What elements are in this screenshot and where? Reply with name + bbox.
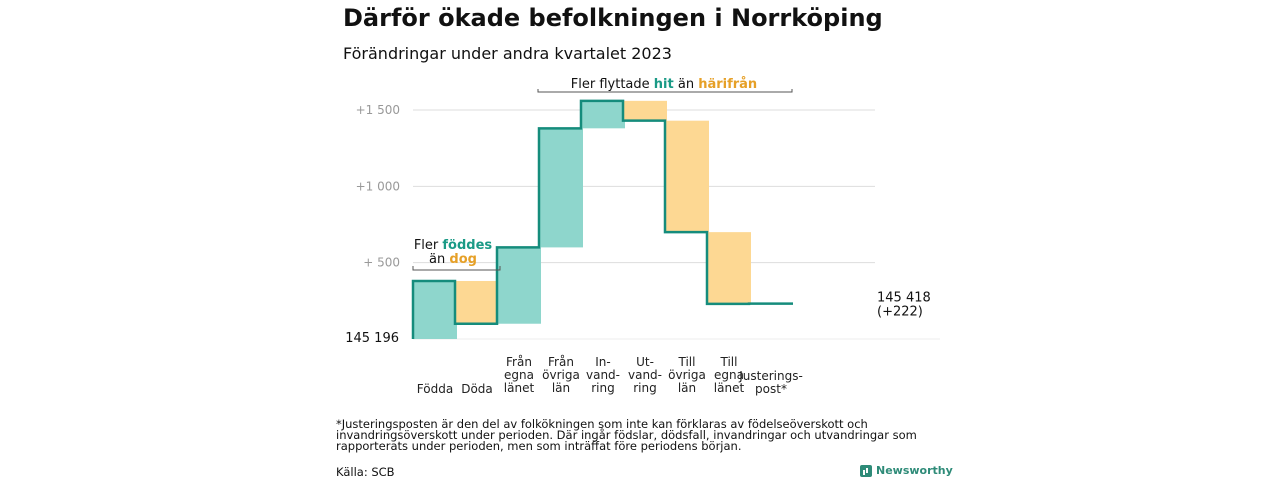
category-label-line: egna [714, 368, 744, 382]
category-label-line: länet [714, 381, 745, 395]
category-label-line: län [552, 381, 570, 395]
step-line-group [411, 99, 793, 339]
category-label: Från egna länet [504, 355, 535, 395]
annotation-births-line1: Fler föddes [414, 238, 493, 253]
annotation-highlight-here: hit [654, 77, 674, 92]
category-label-line: länet [504, 381, 535, 395]
end-value-label: 145 418 [877, 291, 931, 306]
waterfall-bar [624, 100, 667, 121]
category-label-line: Justerings- [738, 369, 803, 383]
annotation-text: Fler [414, 238, 443, 253]
category-label-line: egna [504, 368, 534, 382]
annotation-bracket-births [412, 266, 501, 271]
step-line [411, 99, 793, 339]
y-tick-label: +1 500 [356, 103, 400, 117]
annotation-highlight-died: dog [449, 252, 477, 267]
category-label-line: Från [548, 355, 574, 369]
brand-name: Newsworthy [876, 464, 953, 477]
brand-logo: Newsworthy [860, 464, 953, 477]
start-value-label: 145 196 [345, 331, 399, 346]
annotation-births-line2: än dog [429, 252, 477, 267]
category-label: Till övriga län [668, 355, 706, 395]
waterfall-bar [456, 280, 499, 324]
annotation-highlight-born: föddes [442, 238, 492, 253]
category-label: Födda [417, 382, 453, 396]
chart-subtitle: Förändringar under andra kvartalet 2023 [343, 44, 672, 63]
category-label-line: post* [755, 382, 787, 396]
category-label-line: Födda [417, 382, 453, 396]
annotation-text: än [429, 252, 449, 267]
category-label-line: In- [595, 355, 610, 369]
annotation-text: Fler flyttade [571, 77, 654, 92]
category-label: Ut-vand-ring [628, 355, 662, 395]
y-tick-label: + 500 [363, 256, 400, 270]
waterfall-bar [540, 128, 583, 248]
annotation-migration: Fler flyttade hit än härifrån [571, 77, 757, 92]
annotation-text: än [674, 77, 698, 92]
category-label-line: övriga [668, 368, 706, 382]
category-label: Från övriga län [542, 355, 580, 395]
chart-title: Därför ökade befolkningen i Norrköping [343, 4, 883, 32]
category-label-line: vand- [628, 368, 662, 382]
category-label-line: Från [506, 355, 532, 369]
category-label: Döda [461, 382, 493, 396]
waterfall-bar [414, 280, 457, 339]
category-label: In-vand-ring [586, 355, 620, 395]
category-label-line: Döda [461, 382, 493, 396]
category-label-line: vand- [586, 368, 620, 382]
category-label: Till egna länet [714, 355, 745, 395]
waterfall-bar [498, 247, 541, 324]
category-label-line: Till [678, 355, 696, 369]
grid-lines [413, 109, 940, 340]
annotation-bracket-migration [537, 89, 793, 93]
category-label-line: ring [633, 381, 657, 395]
category-label-line: övriga [542, 368, 580, 382]
end-change-label: (+222) [877, 305, 923, 320]
waterfall-bar [708, 232, 751, 304]
waterfall-bar [666, 120, 709, 233]
category-label-line: Ut- [636, 355, 654, 369]
newsworthy-logo-icon [860, 464, 872, 477]
annotation-highlight-away: härifrån [698, 77, 757, 92]
footnote: *Justeringsposten är den del av folkökni… [336, 417, 917, 453]
category-label: Justerings-post* [738, 369, 803, 396]
category-label-line: ring [591, 381, 615, 395]
category-label-line: Till [720, 355, 738, 369]
source-note: Källa: SCB [336, 465, 395, 479]
waterfall-bar [582, 100, 625, 129]
bars [414, 100, 751, 339]
y-tick-label: +1 000 [356, 179, 400, 193]
category-label-line: län [678, 381, 696, 395]
